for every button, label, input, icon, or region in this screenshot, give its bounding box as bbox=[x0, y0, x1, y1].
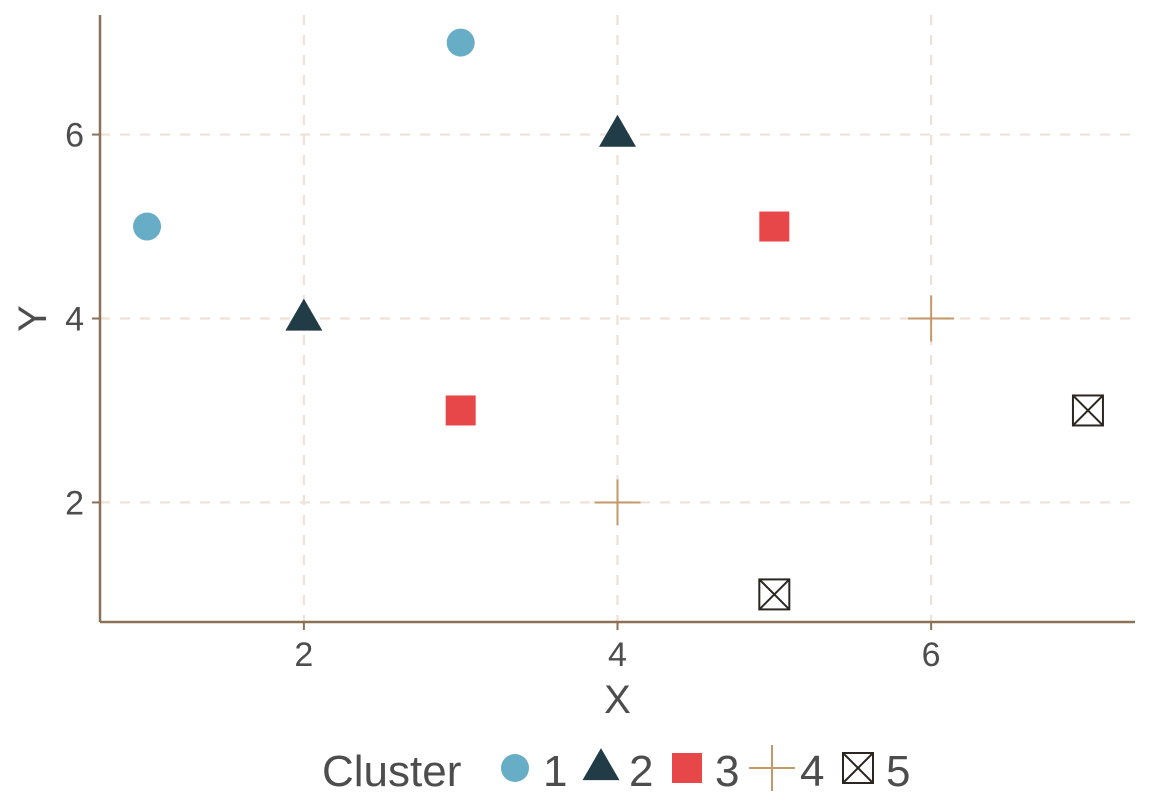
legend-key-3-icon bbox=[672, 753, 702, 783]
legend-key-4-icon bbox=[749, 745, 795, 791]
legend-label-5: 5 bbox=[886, 747, 910, 796]
point-cluster-3 bbox=[445, 395, 476, 426]
y-axis-title: Y bbox=[11, 305, 55, 332]
point-cluster-1 bbox=[446, 28, 475, 57]
point-cluster-2 bbox=[285, 298, 323, 331]
legend: Cluster 1 2 3 4 5 bbox=[322, 745, 910, 796]
tick-labels: 2 4 6 2 4 6 bbox=[65, 117, 941, 674]
point-cluster-2 bbox=[599, 114, 636, 147]
point-cluster-1 bbox=[133, 212, 162, 241]
y-tick-label: 2 bbox=[65, 484, 84, 522]
point-cluster-4 bbox=[594, 479, 641, 526]
y-tick-label: 6 bbox=[65, 117, 84, 155]
x-tick-label: 2 bbox=[294, 636, 313, 674]
x-tick-label: 6 bbox=[922, 636, 941, 674]
x-tick-label: 4 bbox=[608, 636, 627, 674]
point-cluster-5 bbox=[1071, 394, 1104, 427]
legend-title: Cluster bbox=[322, 747, 461, 796]
point-cluster-3 bbox=[759, 211, 790, 242]
x-axis-title: X bbox=[604, 678, 631, 722]
y-tick-label: 4 bbox=[65, 301, 84, 339]
legend-label-1: 1 bbox=[543, 747, 567, 796]
point-cluster-4 bbox=[908, 295, 955, 342]
legend-key-5-icon bbox=[842, 752, 874, 784]
legend-label-2: 2 bbox=[629, 747, 653, 796]
data-points bbox=[133, 28, 1104, 611]
grid-lines bbox=[100, 15, 1135, 622]
legend-label-3: 3 bbox=[715, 747, 739, 796]
legend-key-2-icon bbox=[582, 748, 620, 781]
legend-label-4: 4 bbox=[800, 747, 824, 796]
point-cluster-5 bbox=[758, 578, 791, 611]
legend-key-1-icon bbox=[501, 754, 529, 782]
